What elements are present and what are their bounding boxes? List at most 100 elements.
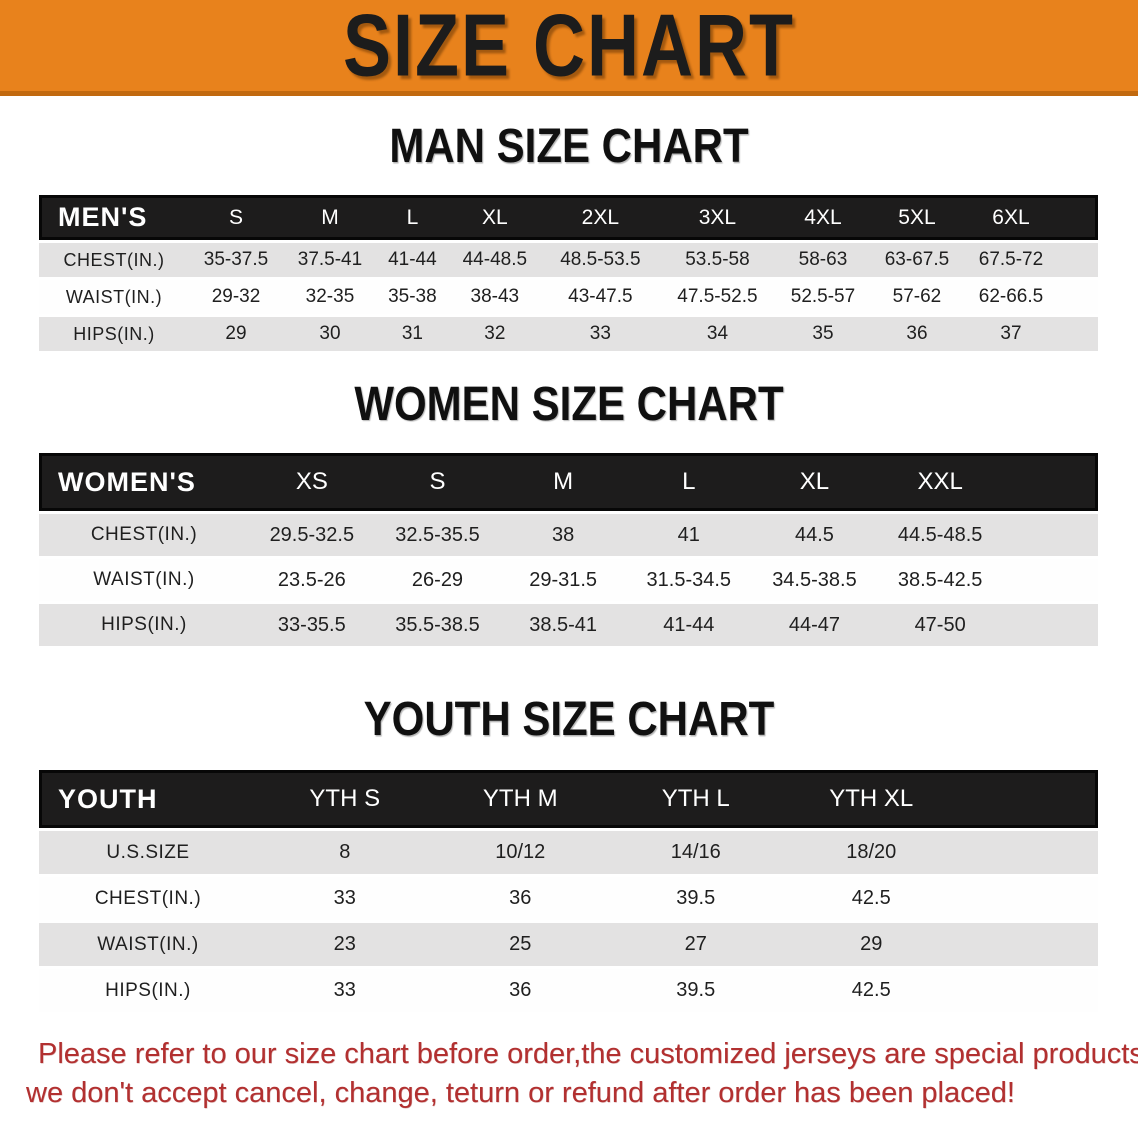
- measurement-value: 23.5-26: [249, 559, 375, 601]
- size-column-header: YTH S: [257, 770, 433, 828]
- measurement-value: 41-44: [625, 604, 752, 646]
- measurement-row: WAIST(IN.) 29-32 32-35 35-38 38-43 43-47.5 47.…: [39, 280, 1098, 314]
- table-header-label: MEN'S: [39, 195, 189, 240]
- measurement-value: 29-31.5: [500, 559, 626, 601]
- size-column-header: L: [376, 195, 448, 240]
- size-column-header: XL: [751, 453, 878, 511]
- measurement-value: 35.5-38.5: [374, 604, 501, 646]
- measurement-value: 41: [625, 514, 752, 556]
- measurement-value: 26-29: [374, 559, 501, 601]
- measurement-value: 33: [541, 317, 659, 351]
- women-size-chart-section: WOMEN SIZE CHART WOMEN'S XS S M L XL XXL CHEST(…: [0, 376, 1138, 649]
- men-size-chart-section: MAN SIZE CHART MEN'S S M L XL 2XL 3XL 4XL 5XL 6XL…: [0, 118, 1138, 354]
- size-column-header: YTH XL: [783, 770, 959, 828]
- size-column-header: XXL: [877, 453, 1003, 511]
- measurement-value: 34: [658, 317, 776, 351]
- measurement-value: 36: [869, 317, 964, 351]
- measurement-value: 32-35: [282, 280, 377, 314]
- measurement-row-label: CHEST(IN.): [39, 514, 249, 556]
- spacer-cell: [1003, 604, 1098, 646]
- measurement-value: 29.5-32.5: [249, 514, 375, 556]
- spacer-cell: [959, 969, 1098, 1012]
- size-table-header-row: MEN'S S M L XL 2XL 3XL 4XL 5XL 6XL: [39, 195, 1098, 240]
- measurement-value: 29-32: [189, 280, 283, 314]
- spacer-cell: [1058, 243, 1098, 277]
- men-size-table: MEN'S S M L XL 2XL 3XL 4XL 5XL 6XL CHEST(IN.) 35-37…: [39, 192, 1098, 354]
- measurement-row: CHEST(IN.) 33 36 39.5 42.5: [39, 877, 1098, 920]
- measurement-value: 44-47: [751, 604, 878, 646]
- measurement-row-label: CHEST(IN.): [39, 877, 257, 920]
- measurement-value: 36: [432, 969, 608, 1012]
- size-column-header: YTH L: [608, 770, 784, 828]
- disclaimer-line-2: we don't accept cancel, change, teturn o…: [26, 1077, 1015, 1109]
- youth-size-chart-section: YOUTH SIZE CHART YOUTH YTH S YTH M YTH L YTH…: [0, 691, 1138, 1015]
- measurement-value: 29: [189, 317, 283, 351]
- size-column-header: YTH M: [432, 770, 608, 828]
- measurement-value: 23: [257, 923, 433, 966]
- size-table-header-row: WOMEN'S XS S M L XL XXL: [39, 453, 1098, 511]
- measurement-value: 33: [257, 877, 433, 920]
- measurement-row-label: WAIST(IN.): [39, 923, 257, 966]
- measurement-row: HIPS(IN.) 33-35.5 35.5-38.5 38.5-41 41-44 44-…: [39, 604, 1098, 646]
- spacer-cell: [959, 923, 1098, 966]
- measurement-value: 42.5: [783, 877, 959, 920]
- measurement-value: 33: [257, 969, 433, 1012]
- measurement-value: 42.5: [783, 969, 959, 1012]
- table-header-label: YOUTH: [39, 770, 257, 828]
- measurement-value: 36: [432, 877, 608, 920]
- measurement-value: 38.5-41: [500, 604, 626, 646]
- measurement-value: 35-37.5: [189, 243, 283, 277]
- measurement-row: CHEST(IN.) 29.5-32.5 32.5-35.5 38 41 44.5 44.5…: [39, 514, 1098, 556]
- measurement-value: 25: [432, 923, 608, 966]
- spacer-cell: [1003, 514, 1098, 556]
- size-column-header: S: [189, 195, 283, 240]
- measurement-value: 10/12: [432, 831, 608, 874]
- spacer-cell: [1003, 559, 1098, 601]
- measurement-value: 63-67.5: [869, 243, 964, 277]
- measurement-value: 47-50: [877, 604, 1003, 646]
- measurement-value: 38: [500, 514, 626, 556]
- measurement-row-label: WAIST(IN.): [39, 280, 189, 314]
- measurement-value: 38-43: [447, 280, 542, 314]
- measurement-value: 44.5-48.5: [877, 514, 1003, 556]
- spacer-cell: [1058, 195, 1098, 240]
- measurement-value: 43-47.5: [541, 280, 659, 314]
- table-header-label: WOMEN'S: [39, 453, 249, 511]
- size-column-header: 5XL: [869, 195, 964, 240]
- measurement-row-label: HIPS(IN.): [39, 969, 257, 1012]
- measurement-value: 41-44: [376, 243, 448, 277]
- spacer-cell: [959, 877, 1098, 920]
- measurement-value: 14/16: [608, 831, 784, 874]
- measurement-value: 18/20: [783, 831, 959, 874]
- spacer-cell: [1058, 280, 1098, 314]
- measurement-row-label: HIPS(IN.): [39, 317, 189, 351]
- measurement-row: WAIST(IN.) 23.5-26 26-29 29-31.5 31.5-34.5 34…: [39, 559, 1098, 601]
- disclaimer-line-1: Please refer to our size chart before or…: [38, 1038, 1138, 1070]
- measurement-value: 31: [376, 317, 448, 351]
- spacer-cell: [959, 831, 1098, 874]
- measurement-value: 27: [608, 923, 784, 966]
- measurement-row: CHEST(IN.) 35-37.5 37.5-41 41-44 44-48.5 48.5…: [39, 243, 1098, 277]
- size-column-header: M: [500, 453, 626, 511]
- measurement-value: 53.5-58: [658, 243, 776, 277]
- size-column-header: 3XL: [658, 195, 776, 240]
- measurement-value: 67.5-72: [963, 243, 1058, 277]
- size-column-header: L: [625, 453, 752, 511]
- youth-section-title: YOUTH SIZE CHART: [363, 691, 775, 746]
- measurement-value: 57-62: [869, 280, 964, 314]
- measurement-value: 32: [447, 317, 542, 351]
- banner: SIZE CHART: [0, 0, 1138, 96]
- size-column-header: 4XL: [775, 195, 870, 240]
- measurement-value: 39.5: [608, 877, 784, 920]
- size-table-header-row: YOUTH YTH S YTH M YTH L YTH XL: [39, 770, 1098, 828]
- men-section-title: MAN SIZE CHART: [389, 118, 749, 173]
- measurement-value: 44-48.5: [447, 243, 542, 277]
- measurement-row: HIPS(IN.) 29 30 31 32 33 34 35 36 37: [39, 317, 1098, 351]
- youth-size-table: YOUTH YTH S YTH M YTH L YTH XL U.S.SIZE 8 10/12…: [39, 767, 1098, 1015]
- measurement-value: 30: [282, 317, 377, 351]
- measurement-row-label: WAIST(IN.): [39, 559, 249, 601]
- measurement-value: 32.5-35.5: [374, 514, 501, 556]
- measurement-value: 35: [775, 317, 870, 351]
- size-column-header: S: [374, 453, 501, 511]
